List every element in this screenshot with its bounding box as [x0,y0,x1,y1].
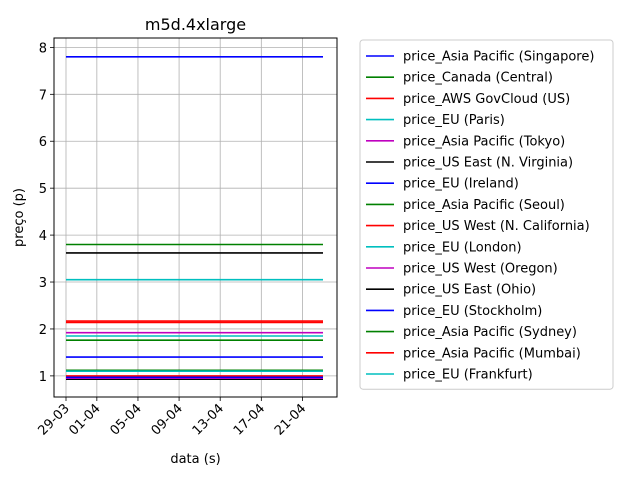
y-tick-label: 1 [39,370,47,385]
legend-label: price_US West (Oregon) [403,262,558,277]
series-layer [66,55,323,381]
legend-label: price_EU (London) [403,240,522,255]
y-tick-label: 8 [39,41,47,56]
axes-frame [53,37,338,398]
legend-label: price_Canada (Central) [403,71,553,86]
legend-label: price_EU (Ireland) [403,177,519,192]
legend-label: price_Asia Pacific (Tokyo) [403,134,565,149]
y-tick-label: 7 [39,88,47,103]
y-tick-label: 4 [39,229,47,244]
legend-label: price_US East (N. Virginia) [403,156,573,171]
legend: price_Asia Pacific (Singapore) price_Cana… [359,39,614,390]
y-tick-label: 2 [39,323,47,338]
x-axis-label: data (s) [170,452,220,467]
y-tick-label: 3 [39,276,47,291]
y-tick-label: 5 [39,182,47,197]
legend-frame [359,39,614,390]
y-axis-label: preço (p) [12,188,27,247]
legend-label: price_US West (N. California) [403,219,590,234]
grid-layer [54,38,337,397]
legend-label: price_EU (Paris) [403,113,505,128]
chart-title: m5d.4xlarge [145,15,246,34]
legend-label: price_Asia Pacific (Sydney) [403,325,577,340]
legend-label: price_Asia Pacific (Singapore) [403,50,594,65]
legend-label: price_Asia Pacific (Seoul) [403,198,565,213]
y-tick-label: 6 [39,135,47,150]
legend-label: price_EU (Frankfurt) [403,368,533,383]
legend-label: price_US East (Ohio) [403,283,536,298]
legend-label: price_EU (Stockholm) [403,304,542,319]
legend-label: price_Asia Pacific (Mumbai) [403,346,581,361]
legend-label: price_AWS GovCloud (US) [403,92,570,107]
